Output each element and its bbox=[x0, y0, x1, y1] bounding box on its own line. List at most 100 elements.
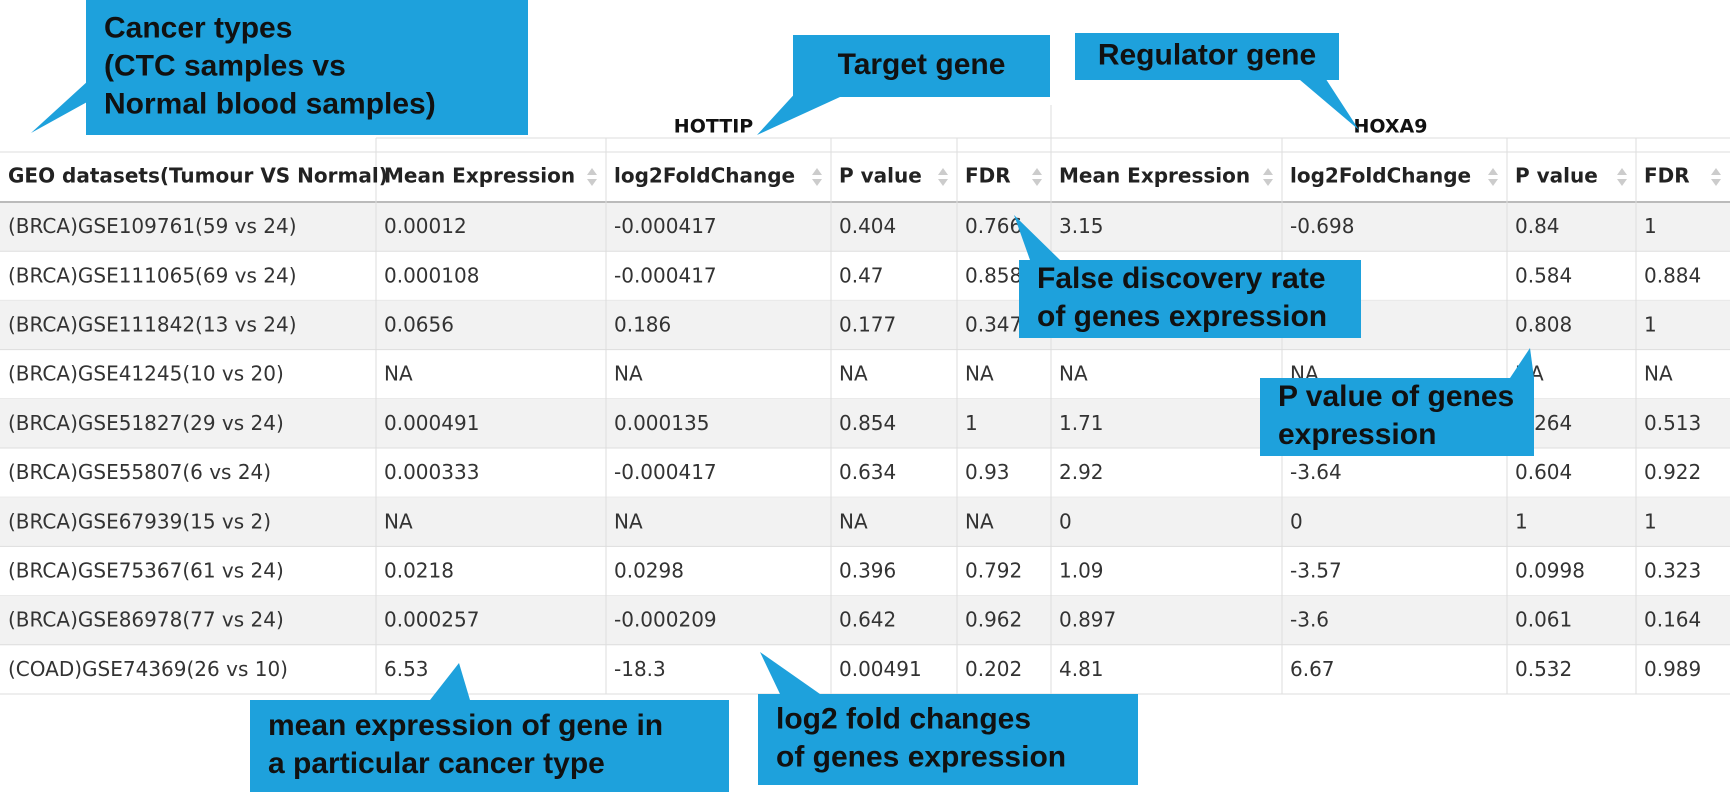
table-cell: NA bbox=[965, 509, 994, 533]
table-cell: 0.642 bbox=[839, 608, 896, 632]
column-header: FDR bbox=[965, 164, 1011, 188]
callout-text: a particular cancer type bbox=[268, 747, 605, 780]
table-cell: 0.396 bbox=[839, 559, 896, 583]
callout: mean expression of gene in a particular c… bbox=[250, 663, 729, 792]
callout-text: (CTC samples vs bbox=[104, 49, 346, 82]
callout-pointer bbox=[1014, 215, 1060, 260]
callout-text: False discovery rate bbox=[1037, 262, 1326, 295]
callout-text: of genes expression bbox=[776, 740, 1066, 773]
table-cell: 0.922 bbox=[1644, 460, 1701, 484]
table-cell: 0.884 bbox=[1644, 263, 1701, 287]
table-cell: 0.808 bbox=[1515, 313, 1572, 337]
callout-box bbox=[1260, 378, 1534, 456]
callout-text: expression bbox=[1278, 418, 1436, 451]
table-cell: 0.766 bbox=[965, 214, 1022, 238]
table-cell: 4.81 bbox=[1059, 657, 1104, 681]
table-cell: 1 bbox=[1644, 509, 1657, 533]
sort-icon bbox=[938, 168, 948, 186]
callout-box bbox=[1075, 33, 1339, 80]
table-cell: NA bbox=[1644, 362, 1673, 386]
sort-icon bbox=[812, 168, 822, 186]
callout: Regulator gene bbox=[1075, 33, 1359, 130]
table-cell: 3.15 bbox=[1059, 214, 1104, 238]
table-cell: 0 bbox=[1059, 509, 1072, 533]
table-cell: 1 bbox=[1644, 214, 1657, 238]
row-stripe bbox=[0, 595, 1730, 645]
callout-box bbox=[793, 35, 1050, 97]
table-cell: 1 bbox=[1515, 509, 1528, 533]
table-cell: 0.604 bbox=[1515, 460, 1572, 484]
table-cell: -3.57 bbox=[1290, 559, 1342, 583]
table-cell: NA bbox=[384, 362, 413, 386]
table-cell: 1.71 bbox=[1059, 411, 1104, 435]
table-cell: -0.000417 bbox=[614, 263, 717, 287]
column-header: Mean Expression bbox=[1059, 164, 1250, 188]
callout-text: log2 fold changes bbox=[776, 702, 1031, 735]
callout: log2 fold changes of genes expression bbox=[758, 652, 1138, 785]
table-cell: 1 bbox=[965, 411, 978, 435]
callout-box bbox=[758, 694, 1138, 785]
column-header: GEO datasets(Tumour VS Normal) bbox=[8, 164, 388, 188]
table-cell: 0.000108 bbox=[384, 263, 479, 287]
callout-box bbox=[86, 0, 528, 135]
table-cell: 0.47 bbox=[839, 263, 884, 287]
callout-text: Cancer types bbox=[104, 11, 292, 44]
table-cell: -0.698 bbox=[1290, 214, 1354, 238]
table-cell: 6.53 bbox=[384, 657, 429, 681]
sort-icon bbox=[1617, 168, 1627, 186]
table-cell: 0.989 bbox=[1644, 657, 1701, 681]
table-cell: 0.00491 bbox=[839, 657, 922, 681]
table-cell: 0.854 bbox=[839, 411, 896, 435]
table-cell: (BRCA)GSE67939(15 vs 2) bbox=[8, 509, 271, 533]
sort-icon bbox=[1488, 168, 1498, 186]
table-cell: NA bbox=[1059, 362, 1088, 386]
table-cell: 0.000135 bbox=[614, 411, 709, 435]
table-cell: 0.000333 bbox=[384, 460, 479, 484]
table-cell: NA bbox=[614, 509, 643, 533]
table-cell: 0.584 bbox=[1515, 263, 1572, 287]
table-cell: 0.93 bbox=[965, 460, 1010, 484]
callout-text: Regulator gene bbox=[1098, 38, 1316, 71]
callout-text: mean expression of gene in bbox=[268, 709, 663, 742]
table-cell: 0.532 bbox=[1515, 657, 1572, 681]
callout: P value of genes expression bbox=[1260, 348, 1534, 456]
table-cell: (BRCA)GSE41245(10 vs 20) bbox=[8, 362, 284, 386]
sort-icon bbox=[1032, 168, 1042, 186]
callout-pointer bbox=[760, 652, 820, 694]
table-cell: 0.000257 bbox=[384, 608, 479, 632]
table-cell: 0.164 bbox=[1644, 608, 1701, 632]
table-cell: 6.67 bbox=[1290, 657, 1335, 681]
column-header: P value bbox=[839, 164, 922, 188]
table-cell: NA bbox=[839, 362, 868, 386]
table-cell: 0.513 bbox=[1644, 411, 1701, 435]
table-cell: (BRCA)GSE111065(69 vs 24) bbox=[8, 263, 297, 287]
row-stripe bbox=[0, 497, 1730, 547]
callout: Cancer types (CTC samples vs Normal blood … bbox=[31, 0, 528, 135]
callout-box bbox=[250, 700, 729, 792]
table-cell: 0.0998 bbox=[1515, 559, 1585, 583]
callout-pointer bbox=[1300, 70, 1359, 130]
table-cell: 2.92 bbox=[1059, 460, 1104, 484]
table-cell: 0.177 bbox=[839, 313, 896, 337]
callout-box bbox=[1019, 260, 1361, 338]
group-header: HOXA9 bbox=[1354, 116, 1428, 138]
callout: False discovery rate of genes expression bbox=[1014, 215, 1361, 338]
table-cell: 0.84 bbox=[1515, 214, 1560, 238]
table-cell: 0 bbox=[1290, 509, 1303, 533]
table-cell: -3.64 bbox=[1290, 460, 1342, 484]
row-stripe bbox=[0, 202, 1730, 252]
table-cell: -0.000417 bbox=[614, 460, 717, 484]
table-cell: 0.792 bbox=[965, 559, 1022, 583]
table-cell: (BRCA)GSE86978(77 vs 24) bbox=[8, 608, 284, 632]
table-cell: 0.061 bbox=[1515, 608, 1572, 632]
table-cell: 0.0656 bbox=[384, 313, 454, 337]
table-cell: (BRCA)GSE75367(61 vs 24) bbox=[8, 559, 284, 583]
column-header: P value bbox=[1515, 164, 1598, 188]
callout-pointer bbox=[430, 663, 470, 700]
table-cell: 0.0218 bbox=[384, 559, 454, 583]
group-header: HOTTIP bbox=[674, 116, 753, 138]
callout: Target gene bbox=[757, 35, 1050, 135]
sort-icon bbox=[1263, 168, 1273, 186]
table-cell: 0.00012 bbox=[384, 214, 467, 238]
row-stripe bbox=[0, 300, 1730, 350]
